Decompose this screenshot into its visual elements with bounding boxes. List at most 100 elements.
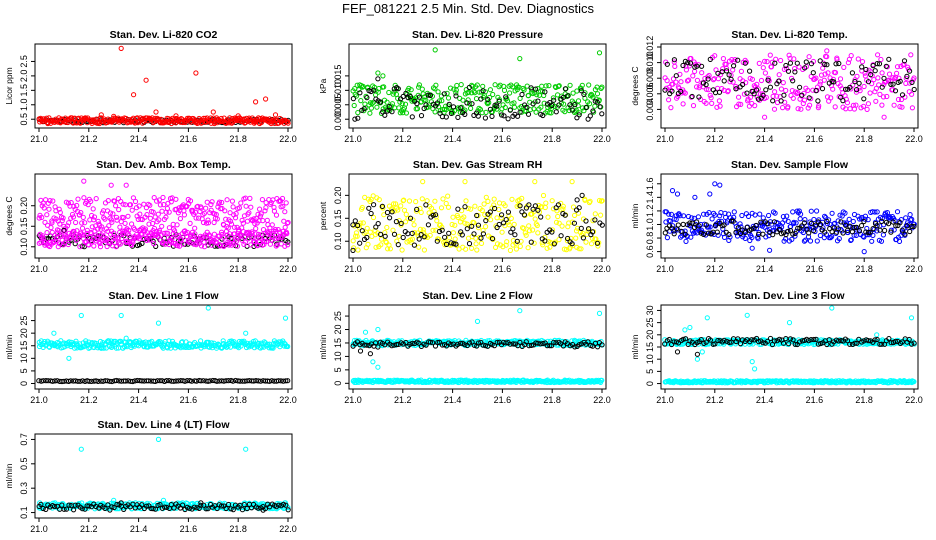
data-point xyxy=(599,342,605,348)
data-point xyxy=(721,78,727,84)
data-point xyxy=(467,101,473,107)
data-point xyxy=(91,214,98,220)
data-point xyxy=(854,73,860,80)
data-point xyxy=(509,196,515,202)
x-tick-label: 21.6 xyxy=(494,134,512,144)
data-point xyxy=(90,206,96,212)
data-point xyxy=(364,234,370,241)
data-point xyxy=(257,241,263,248)
data-point xyxy=(723,65,730,72)
x-tick-label: 21.2 xyxy=(706,134,724,144)
y-tick-label: 0.006 xyxy=(645,83,655,106)
data-point xyxy=(817,58,823,64)
data-point xyxy=(364,342,370,348)
data-point xyxy=(190,343,196,349)
data-point xyxy=(163,214,169,220)
data-point xyxy=(576,246,582,252)
data-point xyxy=(180,241,186,247)
data-point xyxy=(789,236,795,242)
data-point xyxy=(364,95,370,101)
x-tick-label: 22.0 xyxy=(905,264,923,274)
data-point xyxy=(400,110,406,116)
data-point xyxy=(861,96,867,102)
data-point xyxy=(852,340,858,346)
data-point xyxy=(735,57,741,63)
data-point xyxy=(205,217,211,223)
data-point xyxy=(696,94,702,100)
data-point xyxy=(544,245,550,251)
data-point xyxy=(418,209,424,215)
x-tick-label: 21.2 xyxy=(394,395,412,405)
data-point xyxy=(269,378,275,384)
data-point xyxy=(403,211,409,217)
data-point xyxy=(353,230,359,236)
data-point xyxy=(36,215,42,221)
data-point xyxy=(64,223,71,229)
x-tick-label: 21.6 xyxy=(806,264,824,274)
series-green xyxy=(350,47,605,117)
data-point xyxy=(515,113,521,119)
outlier-point xyxy=(474,318,481,324)
data-point xyxy=(471,342,477,348)
data-point xyxy=(189,378,195,384)
data-point xyxy=(400,93,406,100)
data-point xyxy=(483,218,489,224)
data-point xyxy=(198,243,205,249)
data-point xyxy=(819,86,826,92)
data-point xyxy=(724,68,730,74)
data-point xyxy=(82,220,88,226)
data-point xyxy=(201,210,207,216)
data-point xyxy=(409,236,415,242)
data-point xyxy=(237,378,243,384)
data-point xyxy=(423,202,429,208)
data-point xyxy=(494,241,501,247)
data-point xyxy=(80,214,86,220)
y-tick-label: 0 xyxy=(333,381,343,386)
data-point xyxy=(458,82,464,88)
data-point xyxy=(531,240,537,246)
data-point xyxy=(173,378,179,384)
data-point xyxy=(675,222,681,228)
data-point xyxy=(439,98,445,104)
x-tick-label: 21.0 xyxy=(344,134,362,144)
data-point xyxy=(350,238,356,244)
data-point xyxy=(876,61,883,67)
data-point xyxy=(770,232,776,238)
data-point xyxy=(264,217,270,223)
data-point xyxy=(437,339,443,345)
outlier-point xyxy=(674,349,681,355)
data-point xyxy=(771,106,778,112)
data-point xyxy=(556,102,562,108)
data-point xyxy=(106,223,112,229)
data-point xyxy=(428,205,435,211)
data-point xyxy=(114,217,120,223)
data-point xyxy=(880,232,887,238)
data-point xyxy=(717,103,723,109)
data-point xyxy=(806,95,812,101)
data-point xyxy=(507,107,513,113)
outlier-point xyxy=(749,359,755,365)
data-point xyxy=(855,56,861,62)
data-point xyxy=(573,235,579,241)
data-point xyxy=(43,378,49,384)
data-point xyxy=(95,218,101,224)
data-point xyxy=(868,72,874,78)
data-point xyxy=(156,197,162,203)
data-point xyxy=(434,238,440,244)
data-point xyxy=(740,81,746,88)
data-point xyxy=(232,231,238,237)
data-point xyxy=(824,218,830,224)
data-point xyxy=(730,67,736,73)
y-tick-label: 5 xyxy=(19,368,29,373)
data-point xyxy=(667,218,674,224)
data-point xyxy=(908,52,914,58)
x-tick-label: 21.4 xyxy=(444,134,462,144)
data-point xyxy=(792,69,798,75)
data-point xyxy=(767,335,774,342)
outlier-point xyxy=(704,315,710,321)
data-point xyxy=(421,234,427,240)
data-point xyxy=(277,229,283,235)
y-tick-label: 0 xyxy=(19,381,29,386)
data-point xyxy=(499,229,505,235)
